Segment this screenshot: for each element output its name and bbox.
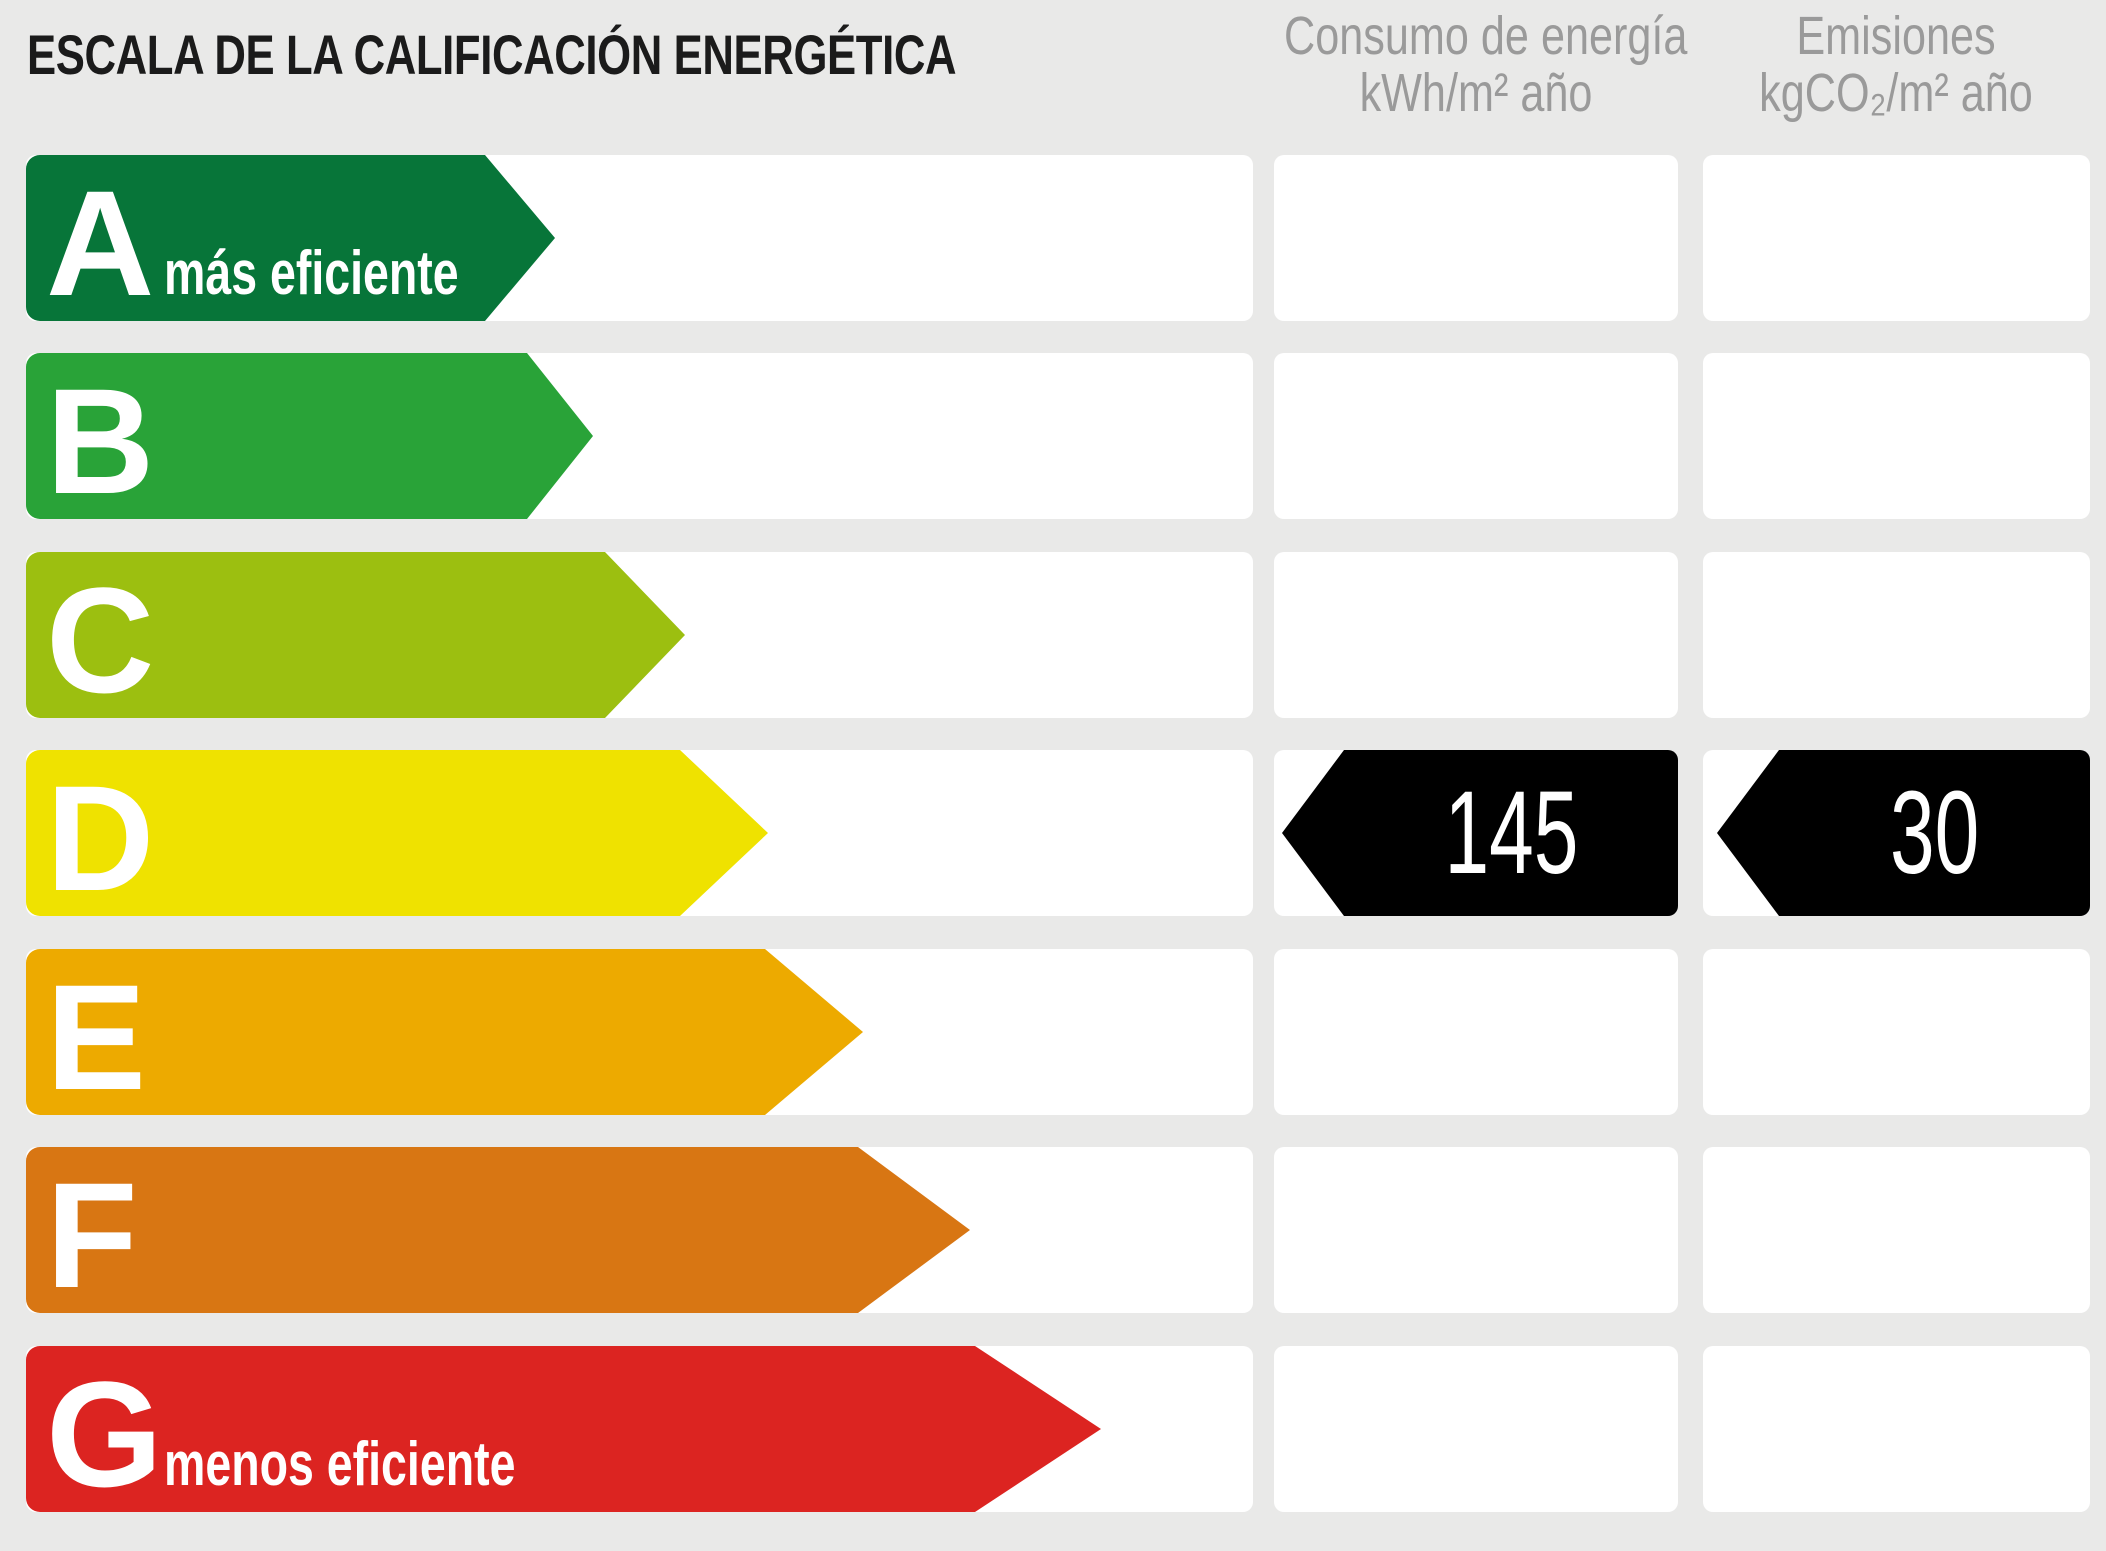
consumo-header-line1: Consumo de energía <box>1284 6 1688 66</box>
emisiones-header-line2: kgCO₂/m² año <box>1759 63 2033 123</box>
rating-arrow-d-icon: D <box>26 750 768 916</box>
rating-letter: D <box>46 754 155 916</box>
rating-row-c: C <box>0 552 2106 718</box>
consumo-column-header: Consumo de energía kWh/m² año <box>1236 8 1716 122</box>
consumo-value: 145 <box>1444 767 1578 899</box>
rating-row-b: B <box>0 353 2106 519</box>
consumo-cell <box>1274 353 1678 519</box>
consumo-value-arrow-icon: 145 <box>1282 750 1678 916</box>
emisiones-cell <box>1703 353 2090 519</box>
scale-band: A más eficiente <box>26 155 1253 321</box>
rating-arrow-g-icon: G menos eficiente <box>26 1346 1101 1512</box>
rating-letter: E <box>46 953 147 1115</box>
scale-band: E <box>26 949 1253 1115</box>
emisiones-cell <box>1703 155 2090 321</box>
scale-band: D <box>26 750 1253 916</box>
emisiones-cell <box>1703 1346 2090 1512</box>
emisiones-cell <box>1703 552 2090 718</box>
consumo-cell <box>1274 552 1678 718</box>
consumo-cell: 145 <box>1274 750 1678 916</box>
rating-row-g: G menos eficiente <box>0 1346 2106 1512</box>
emisiones-cell: 30 <box>1703 750 2090 916</box>
scale-band: C <box>26 552 1253 718</box>
consumo-cell <box>1274 949 1678 1115</box>
rating-letter: C <box>46 556 155 718</box>
rating-row-e: E <box>0 949 2106 1115</box>
rating-letter: B <box>46 357 155 519</box>
rating-arrow-f-icon: F <box>26 1147 970 1313</box>
emisiones-value: 30 <box>1889 767 1980 899</box>
emisiones-cell <box>1703 1147 2090 1313</box>
rating-row-d: D 145 30 <box>0 750 2106 916</box>
emisiones-cell <box>1703 949 2090 1115</box>
consumo-cell <box>1274 1346 1678 1512</box>
emisiones-value-arrow-icon: 30 <box>1717 750 2090 916</box>
scale-band: B <box>26 353 1253 519</box>
rating-letter: F <box>46 1151 138 1313</box>
rating-arrow-b-icon: B <box>26 353 593 519</box>
rating-row-a: A más eficiente <box>0 155 2106 321</box>
rating-letter: G <box>46 1350 163 1512</box>
page-title-text: ESCALA DE LA CALIFICACIÓN ENERGÉTICA <box>27 23 957 86</box>
rating-arrow-e-icon: E <box>26 949 863 1115</box>
consumo-cell <box>1274 155 1678 321</box>
rating-row-f: F <box>0 1147 2106 1313</box>
page-title: ESCALA DE LA CALIFICACIÓN ENERGÉTICA <box>27 22 1218 87</box>
consumo-header-line2: kWh/m² año <box>1359 63 1593 123</box>
emisiones-column-header: Emisiones kgCO₂/m² año <box>1656 8 2106 122</box>
rating-letter: A <box>46 159 155 321</box>
efficiency-label: más eficiente <box>164 239 459 308</box>
efficiency-label: menos eficiente <box>164 1430 516 1499</box>
emisiones-header-line1: Emisiones <box>1796 6 1996 66</box>
rating-arrow-a-icon: A más eficiente <box>26 155 555 321</box>
scale-band: F <box>26 1147 1253 1313</box>
rating-arrow-c-icon: C <box>26 552 685 718</box>
scale-band: G menos eficiente <box>26 1346 1253 1512</box>
consumo-cell <box>1274 1147 1678 1313</box>
